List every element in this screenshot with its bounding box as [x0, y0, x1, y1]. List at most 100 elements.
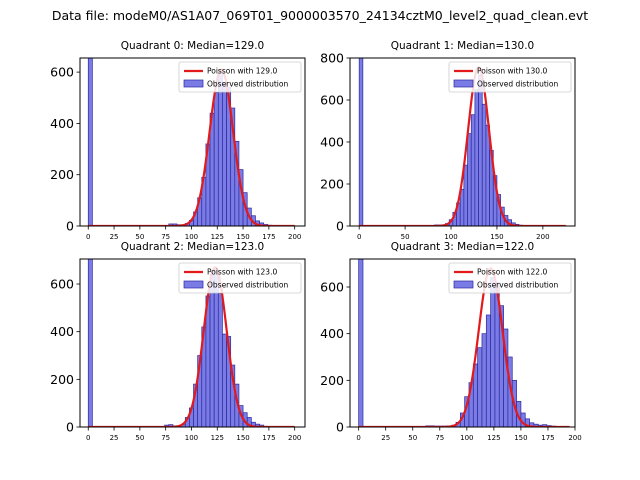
histogram-bar: [467, 133, 472, 226]
x-tick-label: 175: [262, 434, 275, 442]
y-tick-label: 600: [50, 277, 74, 292]
quadrant-3-panel: Quadrant 3: Median=122.0 0 25 50 75 100 125 150…: [320, 241, 582, 442]
y-tick-label: 800: [320, 51, 344, 66]
y-tick-label: 0: [66, 420, 74, 435]
y-tick-label: 0: [66, 219, 74, 234]
legend-observed-label: Observed distribution: [477, 80, 558, 89]
y-tick-label: 400: [50, 116, 74, 131]
x-tick-label: 25: [110, 233, 119, 241]
x-tick-label: 0: [86, 434, 90, 442]
histogram-bar: [481, 333, 487, 427]
x-tick-label: 100: [185, 434, 198, 442]
x-tick-label: 175: [262, 233, 275, 241]
axes-frame: [79, 258, 306, 428]
x-tick-label: 25: [381, 434, 390, 442]
x-tick-label: 0: [356, 434, 360, 442]
histogram-bar: [209, 274, 215, 427]
quadrant-3-title: Quadrant 3: Median=122.0: [391, 241, 534, 253]
quadrant-0-panel: Quadrant 0: Median=129.0 0 25 50 75 100 125 150…: [50, 40, 306, 241]
histogram-bar: [463, 164, 468, 226]
y-tick-label: 400: [320, 326, 344, 341]
x-tick-label: 50: [135, 233, 144, 241]
x-tick-label: 125: [487, 434, 500, 442]
histogram-bar: [213, 92, 219, 226]
x-tick-label: 125: [211, 434, 224, 442]
legend: Poisson with 130.0 Observed distribution: [448, 61, 572, 93]
x-tick-label: 50: [408, 434, 417, 442]
x-tick-label: 50: [135, 434, 144, 442]
histogram-bar: [474, 89, 479, 226]
poisson-curve: [88, 68, 295, 226]
x-tick-label: 150: [514, 434, 527, 442]
x-tick-label: 75: [435, 434, 444, 442]
y-tick-label: 600: [320, 280, 344, 295]
histogram-bar: [217, 71, 223, 226]
x-tick-label: 200: [288, 434, 301, 442]
x-tick-label: 100: [444, 233, 457, 241]
legend-box: [448, 61, 572, 93]
histogram-bar: [477, 347, 483, 427]
legend-observed-swatch: [183, 280, 204, 289]
y-tick-label: 400: [50, 324, 74, 339]
legend-observed-swatch: [183, 79, 204, 88]
histogram-bar: [358, 58, 364, 226]
x-tick-label: 0: [357, 233, 361, 241]
histogram-bar: [358, 259, 364, 427]
x-tick-label: 50: [401, 233, 410, 241]
x-tick-label: 0: [86, 233, 90, 241]
legend-box: [448, 262, 572, 294]
legend-poisson-label: Poisson with 130.0: [477, 67, 547, 76]
y-tick-label: 0: [336, 420, 344, 435]
quadrant-2-panel: Quadrant 2: Median=123.0 0 25 50 75 100 125 150…: [50, 241, 306, 442]
x-tick-label: 200: [536, 233, 549, 241]
legend-observed-swatch: [453, 280, 474, 289]
quadrant-0-title: Quadrant 0: Median=129.0: [121, 40, 264, 52]
legend-observed-label: Observed distribution: [477, 281, 558, 290]
histogram-bar: [470, 114, 476, 226]
quadrant-1-panel: Quadrant 1: Median=130.0 0 50 100 150 200 0 200…: [320, 40, 576, 241]
histogram-bar: [217, 293, 223, 427]
y-tick-label: 200: [50, 372, 74, 387]
histogram-bar: [222, 82, 227, 226]
x-tick-label: 200: [288, 233, 301, 241]
legend-observed-label: Observed distribution: [207, 281, 288, 290]
legend: Poisson with 123.0 Observed distribution: [178, 262, 302, 294]
histogram-bar: [485, 314, 491, 427]
x-tick-label: 150: [490, 233, 503, 241]
histogram-bar: [87, 58, 93, 226]
y-tick-label: 200: [320, 177, 344, 192]
axes-frame: [349, 258, 576, 428]
x-tick-label: 75: [161, 434, 170, 442]
x-tick-label: 150: [236, 233, 249, 241]
quadrant-1-title: Quadrant 1: Median=130.0: [391, 40, 534, 52]
histogram-bar: [478, 74, 483, 226]
x-tick-label: 100: [460, 434, 473, 442]
x-tick-label: 150: [236, 434, 249, 442]
histogram-bar: [222, 333, 227, 427]
histogram-bar: [87, 259, 93, 427]
legend-box: [178, 262, 302, 294]
histogram-bar: [485, 124, 490, 226]
y-tick-label: 200: [320, 373, 344, 388]
y-tick-label: 600: [50, 65, 74, 80]
x-tick-label: 175: [541, 434, 554, 442]
y-tick-label: 600: [320, 93, 344, 108]
x-tick-label: 100: [185, 233, 198, 241]
histogram-bar: [481, 103, 487, 226]
x-tick-label: 25: [110, 434, 119, 442]
x-tick-label: 75: [161, 233, 170, 241]
x-tick-label: 125: [211, 233, 224, 241]
y-tick-label: 200: [50, 167, 74, 182]
legend-box: [178, 61, 302, 93]
legend-poisson-label: Poisson with 129.0: [207, 67, 277, 76]
axes-frame: [79, 57, 306, 227]
x-tick-label: 200: [568, 434, 581, 442]
y-tick-label: 0: [336, 219, 344, 234]
legend-poisson-label: Poisson with 122.0: [477, 268, 547, 277]
legend: Poisson with 122.0 Observed distribution: [448, 262, 572, 294]
quadrant-2-title: Quadrant 2: Median=123.0: [121, 241, 264, 253]
legend: Poisson with 129.0 Observed distribution: [178, 61, 302, 93]
legend-observed-label: Observed distribution: [207, 80, 288, 89]
y-tick-label: 400: [320, 135, 344, 150]
